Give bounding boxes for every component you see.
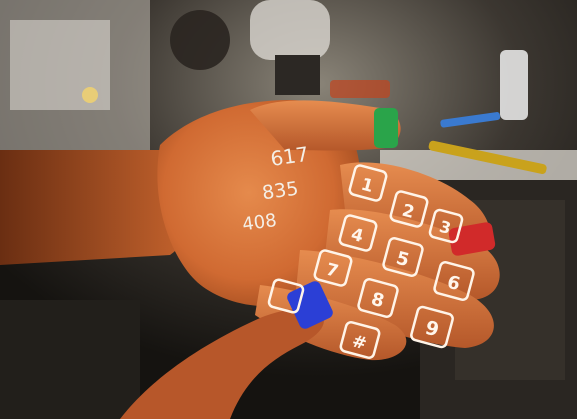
key-hash-label: # — [350, 331, 369, 354]
pointer-hand — [120, 308, 324, 419]
forearm — [0, 150, 196, 265]
thumb — [250, 100, 401, 151]
key-hash[interactable]: # — [339, 320, 381, 360]
key-8-label: 8 — [369, 289, 387, 313]
key-3[interactable]: 3 — [428, 208, 464, 244]
key-9-label: 9 — [423, 317, 441, 342]
key-9[interactable]: 9 — [410, 305, 454, 349]
thumb-marker — [374, 108, 398, 148]
key-1-label: 1 — [359, 175, 376, 197]
key-7-label: 7 — [324, 260, 341, 282]
key-4[interactable]: 4 — [338, 214, 378, 252]
key-5-label: 5 — [394, 248, 412, 272]
key-6[interactable]: 6 — [433, 261, 475, 301]
key-2-label: 2 — [400, 201, 417, 223]
projected-numbers: 617 835 408 — [241, 142, 310, 236]
key-2[interactable]: 2 — [389, 190, 429, 228]
projected-number-2: 835 — [261, 178, 300, 205]
key-4-label: 4 — [349, 225, 366, 247]
key-8[interactable]: 8 — [357, 278, 399, 318]
projected-number-1: 617 — [269, 142, 310, 171]
key-6-label: 6 — [445, 272, 463, 296]
projected-keypad: 1 2 3 4 5 6 7 8 — [267, 164, 475, 360]
key-5[interactable]: 5 — [382, 237, 424, 277]
key-3-label: 3 — [437, 217, 453, 238]
projected-number-3: 408 — [241, 210, 278, 236]
key-7[interactable]: 7 — [313, 249, 353, 287]
pointer-marker — [287, 281, 333, 329]
key-star[interactable] — [267, 278, 305, 314]
key-1[interactable]: 1 — [348, 164, 388, 202]
